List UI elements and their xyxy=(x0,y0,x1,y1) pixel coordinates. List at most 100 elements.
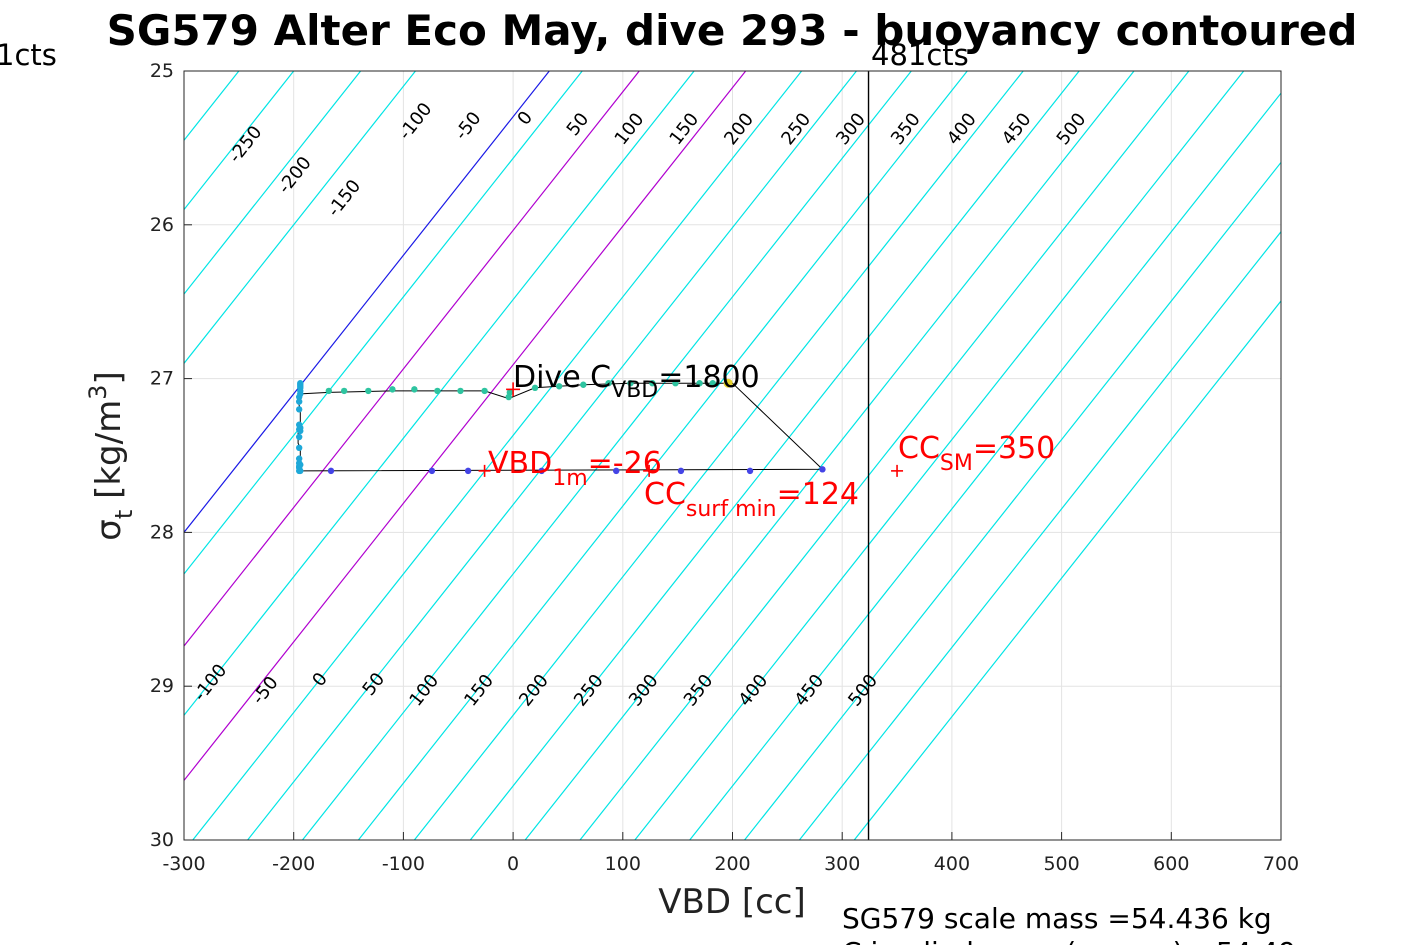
data-point xyxy=(297,467,304,475)
data-point xyxy=(457,387,464,395)
bottom-note-scale-mass: SG579 scale mass =54.436 kg xyxy=(842,902,1272,935)
x-tick-label: 500 xyxy=(1043,853,1079,875)
data-point xyxy=(295,444,303,452)
data-point xyxy=(295,455,303,462)
data-point xyxy=(819,466,826,473)
chart-title: SG579 Alter Eco May, dive 293 - buoyancy… xyxy=(107,6,1358,55)
cc-sm-post: =350 xyxy=(973,431,1055,466)
dive-c-vbd-annotation: Dive CVBD=1800 xyxy=(513,360,760,403)
x-tick-label: 200 xyxy=(714,853,750,875)
x-axis-ticks: -300 -200 -100 0 100 200 300 400 500 600 700 xyxy=(162,832,1299,875)
contour-line-extra xyxy=(798,230,1281,840)
y-label-unit-pre: [kg/m xyxy=(89,400,129,510)
contour-line-450 xyxy=(413,71,1024,840)
data-point xyxy=(464,467,472,475)
data-point xyxy=(605,380,612,387)
x-tick-label: -200 xyxy=(272,853,315,875)
vbd-1m-post: =-26 xyxy=(588,446,662,481)
data-point xyxy=(580,381,587,388)
data-point xyxy=(297,461,304,468)
y-label-unit-post: ] xyxy=(89,371,129,384)
contour-line-extra xyxy=(634,71,1245,840)
cc-sm-pre: CC xyxy=(898,431,940,466)
data-point xyxy=(389,386,396,393)
data-point xyxy=(297,380,304,387)
contour-lines xyxy=(0,71,1281,840)
contour-line-350 xyxy=(302,71,912,840)
data-point xyxy=(538,467,545,475)
contour-line--150 xyxy=(184,71,295,211)
contour-line-200 xyxy=(184,71,747,782)
cc-sm-annotation: CCSM=350 xyxy=(898,431,1055,476)
contour-line--50 xyxy=(184,71,416,365)
data-point xyxy=(297,427,304,435)
y-tick-label: 28 xyxy=(150,521,174,543)
top-right-count: 481cts xyxy=(871,38,969,72)
y-axis-ticks: 25 26 27 28 29 30 xyxy=(150,60,192,851)
contour-line--100 xyxy=(184,71,362,296)
data-point xyxy=(295,406,303,413)
data-point xyxy=(428,467,436,475)
y-label-sigma: σ xyxy=(89,519,129,541)
contour-line-extra xyxy=(0,71,74,840)
dive-c-pre: Dive C xyxy=(513,360,611,395)
x-tick-label: 0 xyxy=(507,853,519,875)
data-point xyxy=(411,386,418,393)
y-label-sub: t xyxy=(110,510,138,519)
contour-line-300 xyxy=(247,71,857,840)
data-point xyxy=(327,467,335,475)
contour-line-500 xyxy=(469,71,1080,840)
x-axis-label: VBD [cc] xyxy=(658,882,806,922)
data-point xyxy=(696,380,703,387)
contour-line-0 xyxy=(184,71,550,534)
y-tick-label: 25 xyxy=(150,60,174,82)
cc-surf-min-annotation: CCsurf min=124 xyxy=(644,477,859,522)
bottom-note-implied-mass: C implied mass (approx) =54.49 xyxy=(842,936,1296,945)
y-axis-label: σt [kg/m3] xyxy=(84,371,138,540)
data-point xyxy=(555,383,563,390)
contour-line-150 xyxy=(184,71,695,717)
x-tick-label: 300 xyxy=(824,853,860,875)
data-point xyxy=(340,387,348,395)
data-point xyxy=(325,387,333,395)
contour-line-400 xyxy=(357,71,968,840)
data-point xyxy=(627,380,634,387)
contour-line-extra xyxy=(744,161,1281,840)
x-tick-label: 400 xyxy=(934,853,970,875)
data-point xyxy=(677,467,685,475)
data-point xyxy=(613,467,620,475)
cc-surf-post: =124 xyxy=(777,477,859,512)
data-point xyxy=(434,387,441,395)
x-tick-label: 700 xyxy=(1263,853,1299,875)
data-point xyxy=(365,387,372,395)
contour-line-50 xyxy=(184,71,583,575)
vbd-1m-annotation: VBD1m=-26 xyxy=(488,446,662,491)
data-point-highlight xyxy=(723,378,733,388)
dive-c-post: =1800 xyxy=(658,360,759,395)
x-tick-label: -100 xyxy=(382,853,425,875)
cc-sm-sub: SM xyxy=(940,451,973,476)
data-point xyxy=(506,389,514,396)
contour-line-extra xyxy=(689,92,1281,840)
cc-surf-pre: CC xyxy=(644,477,686,512)
vbd-1m-pre: VBD xyxy=(488,446,552,481)
contour-line-extra xyxy=(853,300,1281,840)
dive-c-sub: VBD xyxy=(611,378,658,403)
data-point xyxy=(746,467,754,475)
data-point xyxy=(649,380,656,387)
contour-line-extra xyxy=(524,71,1135,840)
data-point xyxy=(531,384,539,392)
x-tick-label: 600 xyxy=(1153,853,1189,875)
data-point xyxy=(295,398,303,405)
contour-line-extra xyxy=(0,71,19,840)
top-left-count: 1cts xyxy=(0,38,57,72)
data-point xyxy=(672,380,679,387)
y-tick-label: 30 xyxy=(150,829,174,851)
contour-line-extra xyxy=(579,71,1190,840)
y-tick-label: 29 xyxy=(150,675,174,697)
contour-line-100 xyxy=(184,71,640,647)
data-point xyxy=(295,433,303,441)
y-tick-label: 26 xyxy=(150,214,174,236)
data-point xyxy=(481,387,488,395)
